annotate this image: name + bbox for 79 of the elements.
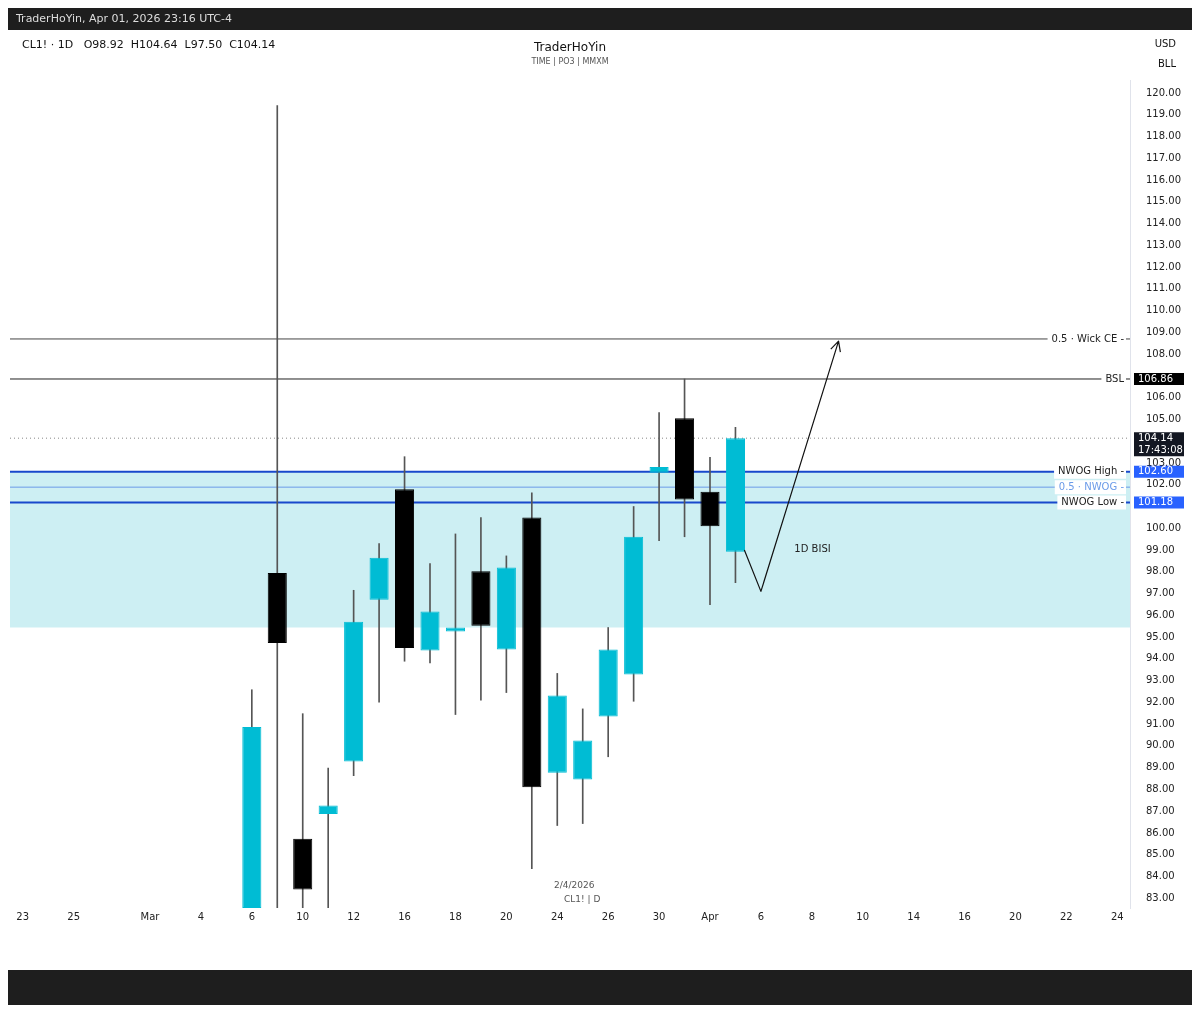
text: BLL [1157, 58, 1176, 69]
text: 106.86 [1138, 372, 1173, 384]
y-tick-label: 115.00 [1146, 195, 1181, 207]
y-tick-label: 96.00 [1146, 608, 1175, 620]
text: USD [1154, 38, 1176, 49]
y-tick-label: 88.00 [1146, 783, 1175, 794]
y-tick-label: 87.00 [1146, 804, 1175, 816]
y-tick-label: 111.00 [1146, 282, 1181, 294]
candlestick [700, 457, 720, 605]
y-tick-label: 113.00 [1146, 238, 1181, 250]
y-tick-label: 114.00 [1146, 217, 1181, 229]
y-tick-label: 86.00 [1146, 826, 1175, 838]
x-tick-label: 23 [16, 910, 30, 922]
x-tick-label: 8 [808, 910, 816, 922]
y-tick-label: 99.00 [1146, 543, 1175, 555]
x-tick-label: 12 [347, 910, 360, 922]
text: 101.18 [1138, 496, 1173, 508]
x-tick-label: 6 [757, 910, 765, 922]
candlestick [267, 105, 287, 908]
x-tick-label: 6 [248, 910, 256, 922]
y-tick-label: 102.00 [1146, 478, 1181, 490]
y-tick-label: 106.00 [1146, 391, 1181, 403]
annotation: 2/4/2026 [554, 880, 595, 890]
y-tick-label: 109.00 [1146, 326, 1181, 338]
y-tick-label: 93.00 [1146, 674, 1175, 686]
ref-line-label: 0.5 · NWOG - [1058, 480, 1125, 492]
x-tick-label: 20 [500, 910, 513, 922]
y-tick-label: 119.00 [1146, 108, 1181, 120]
x-tick-label: 22 [1060, 910, 1073, 922]
x-tick-label: 16 [958, 910, 971, 922]
y-tick-label: 110.00 [1146, 304, 1181, 316]
y-tick-label: 83.00 [1146, 891, 1175, 903]
ref-line-label: NWOG High - [1058, 465, 1125, 477]
y-tick-label: 112.00 [1146, 260, 1181, 272]
y-tick-label: 85.00 [1146, 848, 1175, 860]
y-tick-label: 100.00 [1146, 521, 1181, 533]
chart-subtitle: TIME | PO3 | MMXM [530, 57, 610, 66]
y-tick-label: 84.00 [1146, 870, 1175, 882]
x-tick-label: 14 [907, 910, 920, 922]
candlestick [318, 767, 338, 908]
x-tick-label: 18 [449, 910, 462, 922]
y-tick-label: 117.00 [1146, 151, 1181, 163]
y-tick-label: 90.00 [1146, 739, 1175, 751]
x-tick-label: 16 [398, 910, 411, 922]
ref-line-label: BSL [1105, 372, 1125, 384]
text: 104.14 17:43:08 [1138, 431, 1183, 455]
x-tick-label: 26 [601, 910, 615, 922]
y-tick-label: 95.00 [1146, 630, 1175, 642]
band-label: 1D BISI [794, 543, 831, 555]
text: CL1! · 1D O98.92 H104.64 L97.50 C104.14 [22, 38, 276, 51]
text: TraderHoYin, Apr 01, 2026 23:16 UTC-4 [16, 12, 232, 25]
text: 102.60 [1138, 465, 1173, 477]
x-tick-label: 20 [1009, 910, 1022, 922]
ref-line-label: 0.5 · Wick CE - [1051, 332, 1125, 344]
annotation: CL1! | D [564, 894, 601, 904]
y-tick-label: 103.00 [1146, 456, 1181, 468]
x-tick-label: 10 [296, 910, 310, 922]
y-tick-label: 94.00 [1146, 652, 1175, 664]
ref-line-label: NWOG Low - [1061, 496, 1125, 508]
y-tick-label: 108.00 [1146, 347, 1181, 359]
x-tick-label: 24 [1110, 910, 1124, 922]
chart-title: TraderHoYin [534, 40, 606, 54]
x-tick-label: 10 [856, 910, 870, 922]
x-tick-label: Apr [701, 910, 720, 922]
y-tick-label: 91.00 [1146, 717, 1175, 729]
x-tick-label: Mar [140, 910, 161, 922]
x-tick-label: 30 [652, 910, 666, 922]
y-tick-label: 120.00 [1146, 86, 1181, 98]
y-tick-label: 105.00 [1146, 413, 1181, 425]
y-tick-label: 118.00 [1146, 130, 1181, 142]
x-tick-label: 24 [550, 910, 564, 922]
y-tick-label: 92.00 [1146, 695, 1175, 707]
x-tick-label: 4 [197, 910, 205, 922]
y-tick-label: 116.00 [1146, 173, 1181, 185]
y-tick-label: 97.00 [1146, 587, 1175, 599]
y-tick-label: 98.00 [1146, 565, 1175, 577]
y-tick-label: 89.00 [1146, 761, 1175, 773]
candlestick [649, 412, 669, 542]
x-tick-label: 25 [67, 910, 80, 922]
